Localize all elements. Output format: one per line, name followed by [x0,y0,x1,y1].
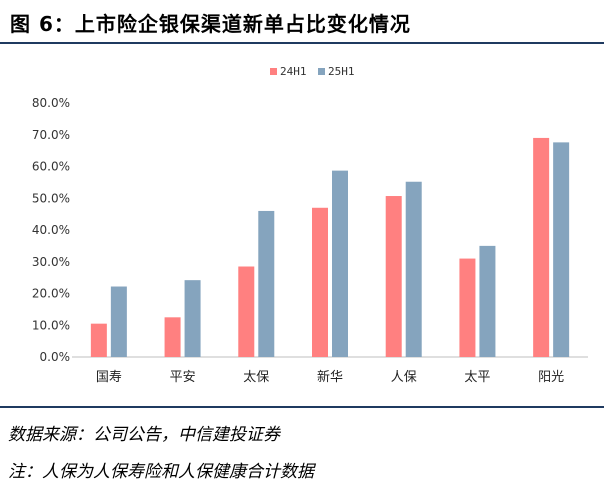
bar-25h1-0 [110,286,127,357]
y-tick-label: 40.0% [32,223,70,237]
bar-24h1-1 [164,317,181,357]
legend-label-25h1: 25H1 [328,65,355,78]
y-axis-ticks: 0.0% 10.0% 20.0% 30.0% 40.0% 50.0% 60.0% 70.0% 8… [32,96,70,364]
x-category-label: 太保 [243,370,269,385]
bar-25h1-6 [553,142,570,357]
legend-swatch-24h1 [270,68,277,75]
footer-divider [0,406,604,408]
x-axis-categories: 国寿 平安 太保 新华 人保 太平 阳光 [96,369,564,385]
legend-swatch-25h1 [318,68,325,75]
bar-25h1-2 [258,210,275,357]
bar-24h1-4 [385,196,402,357]
x-category-label: 阳光 [538,370,564,385]
x-category-label: 太平 [464,370,490,385]
y-tick-label: 30.0% [32,255,70,269]
title-divider [0,42,604,44]
figure-title: 图 6：上市险企银保渠道新单占比变化情况 [10,12,411,36]
bar-24h1-0 [90,323,107,357]
bar-24h1-5 [459,258,476,357]
y-tick-label: 70.0% [32,128,70,142]
bar-25h1-4 [405,181,422,357]
x-category-label: 新华 [317,369,343,385]
y-tick-label: 80.0% [32,96,70,110]
bar-25h1-5 [479,245,496,357]
bar-25h1-3 [332,170,348,357]
bar-24h1-6 [533,137,550,357]
y-tick-label: 60.0% [32,160,70,174]
legend-label-24h1: 24H1 [280,65,307,78]
bar-24h1-3 [312,207,328,357]
y-tick-label: 0.0% [40,350,71,364]
footnote: 注：人保为人保寿险和人保健康合计数据 [8,462,314,482]
chart-legend: 24H1 25H1 [270,65,355,78]
y-tick-label: 10.0% [32,318,70,332]
x-category-label: 平安 [170,370,196,385]
y-tick-label: 50.0% [32,191,70,205]
bar-25h1-1 [184,280,201,357]
bar-24h1-2 [238,266,255,357]
x-category-label: 国寿 [96,370,122,385]
bar-chart: 24H1 25H1 0.0% 10.0% 20.0% 30.0% 40.0% 50.0% 60… [32,65,588,385]
y-tick-label: 20.0% [32,287,70,301]
x-category-label: 人保 [391,370,417,385]
bar-series [90,137,570,357]
source-note: 数据来源：公司公告，中信建投证券 [8,425,280,445]
